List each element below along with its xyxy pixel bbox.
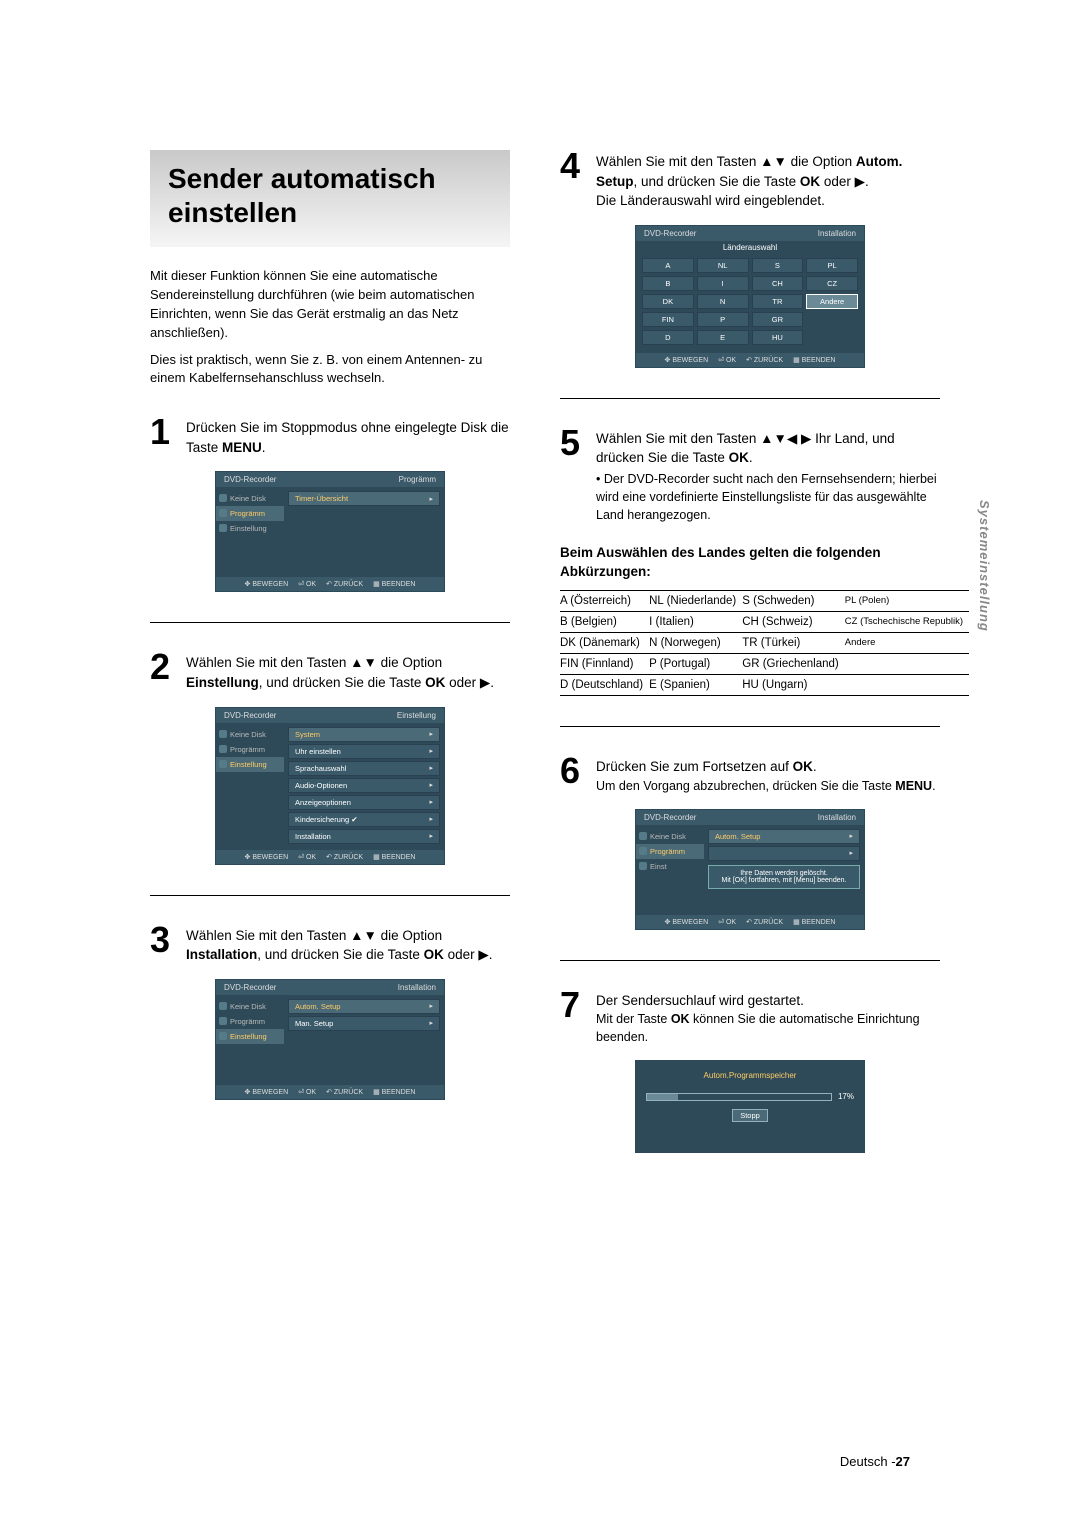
step-6: 6 Drücken Sie zum Fortsetzen auf OK. Um … xyxy=(560,755,940,795)
step-3: 3 Wählen Sie mit den Tasten ▲▼ die Optio… xyxy=(150,924,510,965)
osd-screenshot-7: Autom.Programmspeicher 17% Stopp xyxy=(635,1060,865,1153)
intro-text-1: Mit dieser Funktion können Sie eine auto… xyxy=(150,267,510,342)
separator xyxy=(560,726,940,727)
separator xyxy=(150,622,510,623)
osd-screenshot-2: DVD-RecorderEinstellung Keine Disk Progr… xyxy=(215,707,445,865)
separator xyxy=(150,895,510,896)
step-text: Drücken Sie im Stoppmodus ohne eingelegt… xyxy=(186,416,510,457)
separator xyxy=(560,960,940,961)
step-num: 1 xyxy=(150,416,176,448)
intro-text-2: Dies ist praktisch, wenn Sie z. B. von e… xyxy=(150,351,510,389)
osd-screenshot-3: DVD-RecorderInstallation Keine Disk Prog… xyxy=(215,979,445,1100)
page-title-block: Sender automatisch einstellen xyxy=(150,150,510,247)
step-5: 5 Wählen Sie mit den Tasten ▲▼◀ ▶ Ihr La… xyxy=(560,427,940,525)
page-footer: Deutsch -27 xyxy=(840,1454,910,1469)
osd-screenshot-6: DVD-RecorderInstallation Keine Disk Prog… xyxy=(635,809,865,930)
page-title: Sender automatisch einstellen xyxy=(168,162,492,229)
separator xyxy=(560,398,940,399)
chapter-side-tab: Systemeinstellung xyxy=(977,500,992,632)
step-2: 2 Wählen Sie mit den Tasten ▲▼ die Optio… xyxy=(150,651,510,692)
step-7: 7 Der Sendersuchlauf wird gestartet. Mit… xyxy=(560,989,940,1047)
osd-screenshot-1: DVD-RecorderProgrämm Keine Disk Progrämm… xyxy=(215,471,445,592)
country-abbr-table: A (Österreich)NL (Niederlande)S (Schwede… xyxy=(560,590,969,696)
note-heading: Beim Auswählen des Landes gelten die fol… xyxy=(560,544,940,582)
step-1: 1 Drücken Sie im Stoppmodus ohne eingele… xyxy=(150,416,510,457)
osd-screenshot-4: DVD-RecorderInstallation Länderauswahl A… xyxy=(635,225,865,368)
step-4: 4 Wählen Sie mit den Tasten ▲▼ die Optio… xyxy=(560,150,940,211)
